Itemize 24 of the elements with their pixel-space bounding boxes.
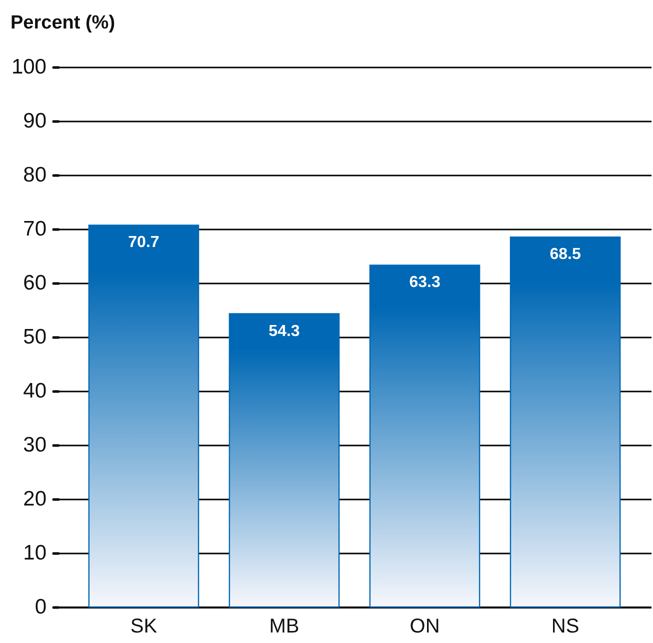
bar xyxy=(88,224,200,608)
data-label: 68.5 xyxy=(550,246,581,264)
bar xyxy=(510,236,621,608)
y-tick-label: 30 xyxy=(23,434,46,456)
x-tick-label: NS xyxy=(551,616,580,638)
bar xyxy=(228,313,340,608)
y-tick-label: 90 xyxy=(23,110,46,132)
x-tick-label: ON xyxy=(410,616,440,638)
y-tick-label: 70 xyxy=(23,218,46,240)
y-tick-label: 50 xyxy=(23,326,46,348)
bar xyxy=(369,264,480,608)
data-label: 70.7 xyxy=(128,234,160,252)
y-tick-label: 40 xyxy=(23,380,46,402)
y-tick-label: 100 xyxy=(11,56,46,78)
data-label: 63.3 xyxy=(409,274,440,292)
y-tick-label: 20 xyxy=(23,488,46,510)
y-tick-label: 10 xyxy=(23,542,46,564)
y-tick-label: 80 xyxy=(23,164,46,186)
y-axis-title: Percent (%) xyxy=(10,12,116,34)
y-tick-label: 0 xyxy=(34,596,46,618)
x-tick-label: MB xyxy=(269,616,300,638)
x-tick-label: SK xyxy=(130,616,158,638)
data-label: 54.3 xyxy=(268,322,300,340)
y-tick-label: 60 xyxy=(23,272,46,294)
